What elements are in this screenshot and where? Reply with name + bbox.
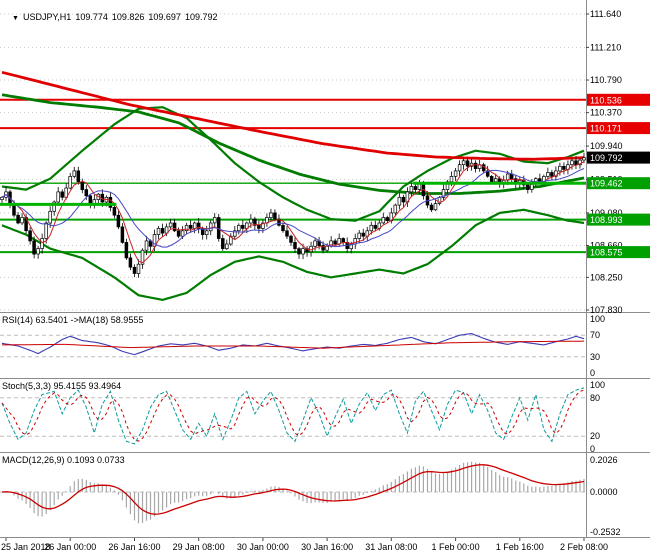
candles-layer <box>0 152 586 278</box>
time-tick-label: 31 Jan 08:00 <box>365 542 417 552</box>
price-label-box <box>587 122 650 135</box>
symbol-name: USDJPY,H1 <box>22 12 72 22</box>
green-ma-line <box>1 93 585 195</box>
rsi-tick-label: 30 <box>590 352 600 362</box>
price-line-label: 109.792 <box>590 153 623 163</box>
price-axis: 111.640111.210110.790110.370109.940109.5… <box>586 9 623 537</box>
stoch-panel <box>0 387 586 445</box>
stoch-main-line <box>1 387 585 445</box>
price-tick-label: 107.830 <box>590 305 623 315</box>
time-tick-label: 2 Feb 08:00 <box>560 542 608 552</box>
overlay-ma-layer <box>1 70 585 302</box>
fast-ma-blue <box>1 168 585 248</box>
red-ma-line <box>1 70 585 161</box>
macd-panel <box>0 461 586 524</box>
rsi-signal-line <box>2 340 585 349</box>
fast-ma-red <box>1 161 585 264</box>
macd-tick-label: 0.0000 <box>590 487 618 497</box>
macd-tick-label: 0.2026 <box>590 455 618 465</box>
time-tick-label: 26 Jan 16:00 <box>108 542 160 552</box>
time-tick-label: 30 Jan 00:00 <box>237 542 289 552</box>
price-line-label: 110.171 <box>590 124 622 134</box>
price-tick-label: 111.640 <box>590 9 621 19</box>
price-tick-label: 109.080 <box>590 208 623 218</box>
price-tick-label: 110.790 <box>590 75 622 85</box>
price-line-label: 108.575 <box>590 248 623 258</box>
price-tick-label: 110.370 <box>590 108 622 118</box>
symbol-dropdown-icon[interactable]: ▼ <box>12 15 19 22</box>
horizontal-lines-layer <box>0 98 586 254</box>
stoch-tick-label: 100 <box>590 380 605 390</box>
price-tick-label: 108.250 <box>590 272 623 282</box>
ohlc-close: 109.792 <box>184 12 218 22</box>
price-label-box <box>587 177 650 190</box>
rsi-line <box>1 333 585 356</box>
panel-dividers <box>0 0 650 538</box>
chart-header: ▼ USDJPY,H1 109.774 109.826 109.697 109.792 <box>2 2 222 34</box>
macd-signal-line <box>1 464 585 515</box>
ohlc-open: 109.774 <box>75 12 108 22</box>
rsi-tick-label: 100 <box>590 314 605 324</box>
support-segments-layer <box>0 181 586 206</box>
price-tick-label: 111.210 <box>590 42 621 52</box>
bb-upper-line <box>1 106 585 222</box>
price-line-label: 109.462 <box>590 179 623 189</box>
price-label-box <box>587 93 650 106</box>
time-tick-label: 29 Jan 08:00 <box>173 542 225 552</box>
price-line-label: 110.536 <box>590 95 622 105</box>
rsi-panel <box>0 333 586 358</box>
grid-layer <box>0 13 586 311</box>
stoch-indicator-label: Stoch(5,3,3) 95.4155 93.4964 <box>2 381 122 391</box>
price-line-label: 108.993 <box>590 215 623 225</box>
price-label-boxes: 110.536 110.171 109.462 108.993 108.575 109.7… <box>587 93 650 259</box>
price-label-box <box>587 246 650 259</box>
price-label-box <box>587 213 650 226</box>
time-tick-label: 26 Jan 00:00 <box>44 542 96 552</box>
stoch-tick-label: 0 <box>590 444 595 454</box>
stoch-tick-label: 80 <box>590 393 600 403</box>
macd-indicator-label: MACD(12,26,9) 0.1093 0.0733 <box>2 455 125 465</box>
time-tick-label: 1 Feb 16:00 <box>496 542 544 552</box>
time-tick-label: 1 Feb 00:00 <box>432 542 480 552</box>
macd-tick-label: -0.2532 <box>590 527 621 537</box>
rsi-tick-label: 0 <box>590 368 595 378</box>
time-tick-label: 25 Jan 2018 <box>1 542 51 552</box>
bb-lower-line <box>1 208 585 302</box>
stoch-signal-line <box>1 389 585 442</box>
ohlc-low: 109.697 <box>148 12 181 22</box>
price-tick-label: 108.660 <box>590 241 623 251</box>
fast-ma-layer <box>1 161 585 264</box>
time-tick-label: 30 Jan 16:00 <box>301 542 353 552</box>
rsi-tick-label: 70 <box>590 330 600 340</box>
price-tick-label: 109.940 <box>590 141 623 151</box>
rsi-indicator-label: RSI(14) 63.5401 ->MA(18) 58.9555 <box>2 315 144 325</box>
price-label-box <box>587 151 650 164</box>
ohlc-high: 109.826 <box>111 12 145 22</box>
stoch-tick-label: 20 <box>590 431 600 441</box>
